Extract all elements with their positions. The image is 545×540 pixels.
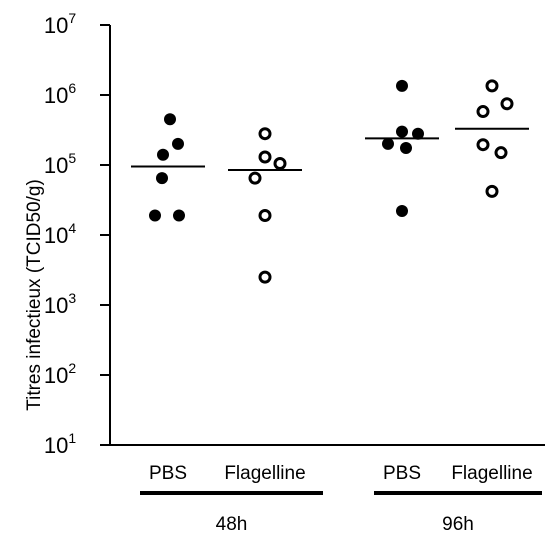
- y-tick-label: 105: [44, 150, 76, 178]
- data-point: [149, 209, 161, 222]
- y-tick-label: 106: [44, 80, 76, 108]
- data-point: [494, 146, 508, 160]
- data-point: [258, 208, 272, 222]
- category-label: PBS: [149, 463, 187, 484]
- data-point: [476, 105, 490, 119]
- data-point: [172, 137, 184, 150]
- data-point: [400, 141, 412, 154]
- data-point: [396, 205, 408, 218]
- group-label: 96h: [442, 514, 474, 535]
- data-point: [485, 184, 499, 198]
- category-labels: PBS Flagelline 48h PBS Flagelline 96h: [140, 463, 542, 535]
- y-tick-label: 107: [44, 10, 76, 38]
- y-tick-label: 101: [44, 430, 76, 458]
- data-point: [156, 172, 168, 185]
- data-point: [396, 125, 408, 138]
- data-point: [396, 79, 408, 92]
- data-point: [258, 127, 272, 141]
- data-point: [273, 157, 287, 171]
- category-label: PBS: [383, 463, 421, 484]
- data-point: [382, 137, 394, 150]
- data-point: [164, 113, 176, 126]
- group-label: 48h: [216, 514, 248, 535]
- data-point: [258, 270, 272, 284]
- data-point: [412, 127, 424, 140]
- data-point: [500, 97, 514, 111]
- data-point: [173, 209, 185, 222]
- data-point: [157, 148, 169, 161]
- y-axis-label: Titres infectieux (TCID50/g): [24, 179, 45, 411]
- data-point: [476, 138, 490, 152]
- y-axis: 101 102 103 104 105 106 107: [44, 10, 111, 458]
- data-point: [248, 171, 262, 185]
- y-tick-label: 103: [44, 290, 76, 318]
- data-points: [149, 79, 514, 284]
- median-lines: [131, 127, 529, 171]
- category-label: Flagelline: [224, 463, 305, 484]
- y-tick-label: 102: [44, 360, 76, 388]
- y-tick-label: 104: [44, 220, 76, 248]
- category-label: Flagelline: [451, 463, 532, 484]
- data-point: [485, 79, 499, 93]
- data-point: [258, 150, 272, 164]
